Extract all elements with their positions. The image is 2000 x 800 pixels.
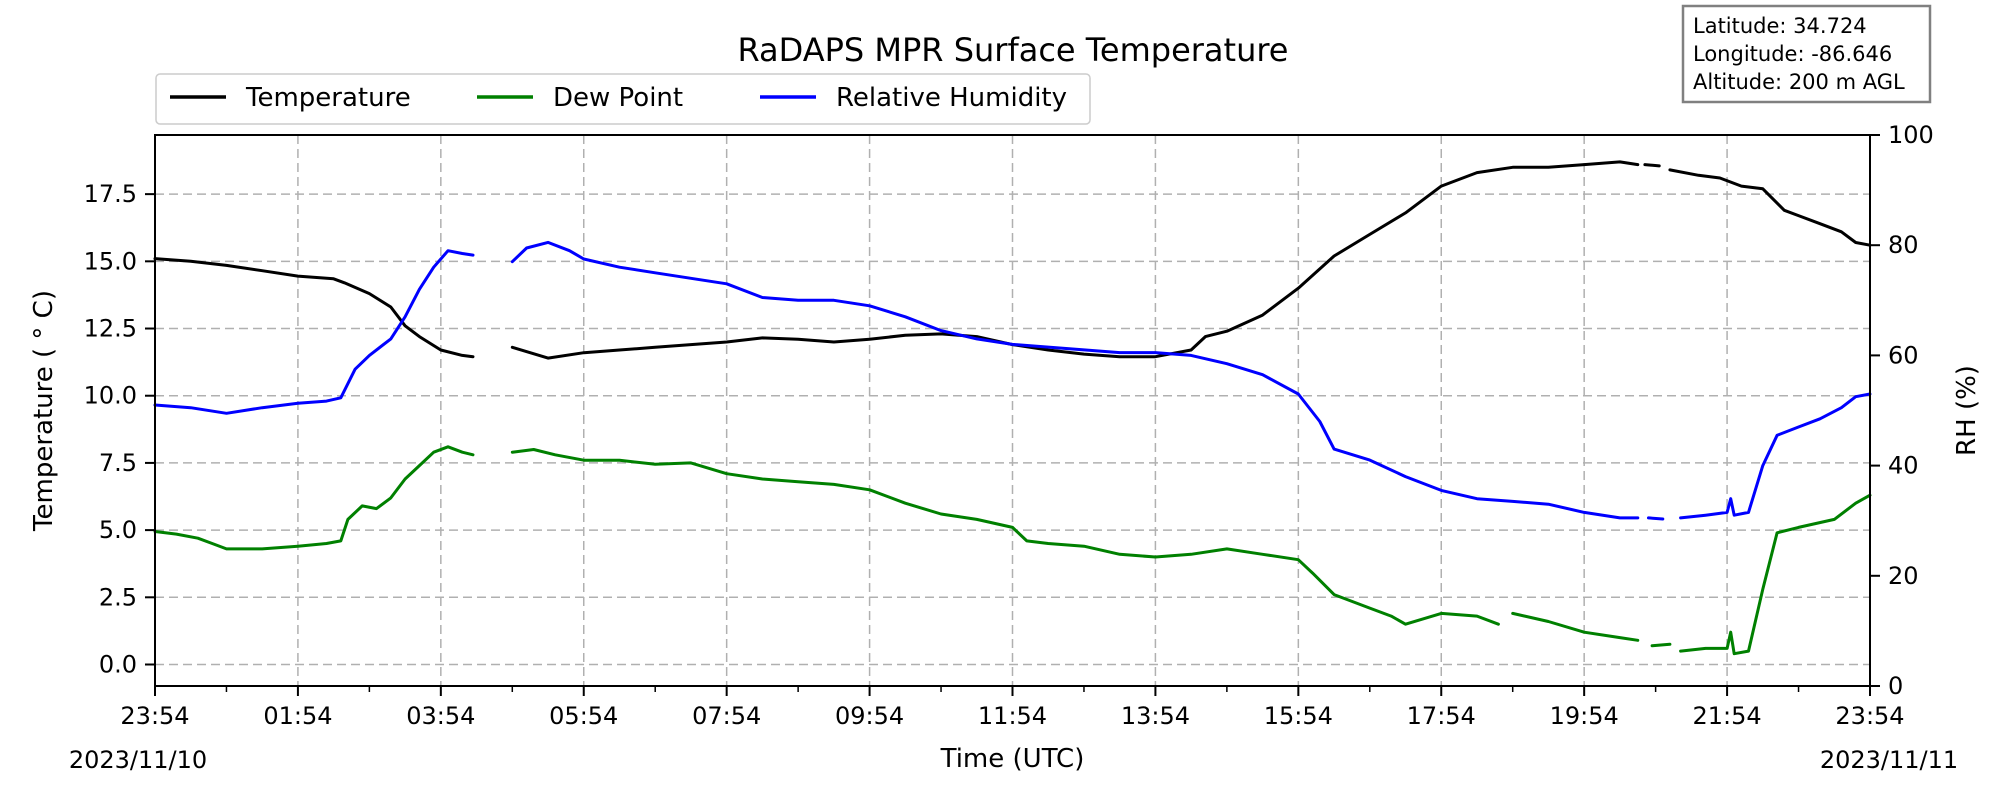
info-box-frame (1681, 4, 1932, 104)
y-right-tick-label: 80 (1888, 231, 1919, 259)
series-line-segment (1679, 392, 1872, 520)
y-left-tick-label: 5.0 (99, 516, 137, 544)
x-tick-label: 07:54 (692, 702, 761, 730)
info-longitude: Longitude: -86.646 (1693, 42, 1892, 66)
y-right-tick-label: 60 (1888, 341, 1919, 369)
y-axis-right-title: RH (%) (1952, 365, 1982, 456)
x-axis-title: Time (UTC) (940, 744, 1085, 774)
info-altitude: Altitude: 200 m AGL (1693, 70, 1905, 94)
legend-box (155, 73, 1091, 125)
x-tick-label: 05:54 (549, 702, 618, 730)
series-line-segment (153, 257, 475, 359)
y-axis-left-title: Temperature ( ° C) (29, 290, 59, 532)
series-line-segment (153, 445, 475, 551)
x-tick-label: 23:54 (120, 702, 189, 730)
legend: Temperature Dew Point Relative Humidity (155, 73, 1091, 125)
x-tick-label: 21:54 (1692, 702, 1761, 730)
series-temperature (153, 160, 1872, 360)
x-tick-label: 19:54 (1550, 702, 1619, 730)
x-tick-label: 03:54 (406, 702, 475, 730)
y-left-tick-label: 10.0 (84, 382, 137, 410)
series-line-segment (1668, 168, 1872, 247)
info-box: Latitude: 34.724 Longitude: -86.646 Alti… (1681, 4, 1932, 104)
x-tick-label: 09:54 (835, 702, 904, 730)
series-line-segment (1511, 611, 1640, 642)
y-left-tick-label: 17.5 (84, 180, 137, 208)
chart-title: RaDAPS MPR Surface Temperature (738, 31, 1289, 69)
series-line-segment (1650, 642, 1672, 648)
series-line-segment (153, 249, 475, 415)
y-right-tick-label: 100 (1888, 121, 1934, 149)
x-tick-label: 23:54 (1835, 702, 1904, 730)
series-dew-point (153, 445, 1872, 656)
series-line-segment (1647, 516, 1665, 521)
y-right-tick-label: 40 (1888, 452, 1919, 480)
series-line-segment (510, 160, 1640, 360)
y-left-tick-label: 7.5 (99, 449, 137, 477)
date-end-label: 2023/11/11 (1820, 746, 1958, 774)
x-tick-label: 11:54 (978, 702, 1047, 730)
series-relative-humidity (153, 240, 1872, 521)
series-layer (153, 160, 1872, 656)
legend-label: Temperature (245, 83, 411, 113)
y-left-tick-label: 0.0 (99, 650, 137, 678)
series-line-segment (510, 240, 1640, 520)
x-tick-label: 01:54 (263, 702, 332, 730)
date-start-label: 2023/11/10 (69, 746, 207, 774)
y-left-tick-label: 2.5 (99, 583, 137, 611)
y-right-tick-label: 0 (1888, 672, 1903, 700)
legend-label: Relative Humidity (836, 83, 1067, 113)
y-left-tick-label: 12.5 (84, 315, 137, 343)
series-line-segment (1643, 163, 1661, 168)
series-line-segment (510, 448, 1500, 626)
info-latitude: Latitude: 34.724 (1693, 14, 1867, 38)
x-tick-label: 17:54 (1407, 702, 1476, 730)
series-line-segment (1679, 493, 1872, 656)
tick-layer: 23:54 01:54 03:54 05:54 07:54 09:54 11:54 13:54… (84, 121, 1934, 730)
y-left-tick-label: 15.0 (84, 247, 137, 275)
y-right-tick-label: 20 (1888, 562, 1919, 590)
x-tick-label: 13:54 (1121, 702, 1190, 730)
legend-items: Temperature Dew Point Relative Humidity (170, 83, 1067, 113)
x-tick-label: 15:54 (1264, 702, 1333, 730)
legend-label: Dew Point (553, 83, 683, 113)
grid-layer (155, 135, 1870, 686)
